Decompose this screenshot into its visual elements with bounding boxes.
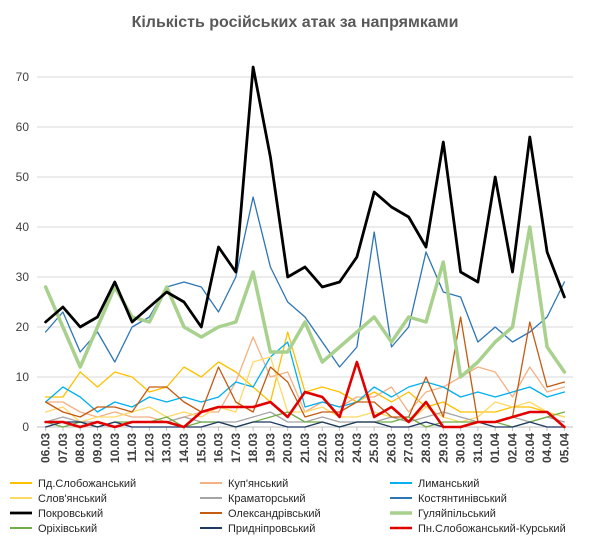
y-tick-label: 70 <box>16 70 30 84</box>
legend-label: Пн.Слобожанський-Курський <box>418 523 566 535</box>
x-tick-label: 21.03 <box>298 433 312 463</box>
x-tick-label: 10.03 <box>108 433 122 463</box>
x-tick-label: 26.03 <box>384 433 398 463</box>
y-tick-label: 60 <box>16 120 30 134</box>
series-line <box>44 360 566 429</box>
chart-title: Кількість російських атак за напрямками <box>132 14 459 31</box>
y-tick-label: 30 <box>16 270 30 284</box>
x-tick-label: 22.03 <box>315 433 329 463</box>
x-tick-label: 07.03 <box>56 433 70 463</box>
legend-label: Оріхівський <box>38 523 97 535</box>
x-tick-label: 03.04 <box>523 433 537 463</box>
legend-label: Покровський <box>38 508 103 520</box>
x-tick-label: 27.03 <box>402 433 416 463</box>
legend-label: Краматорський <box>228 493 306 505</box>
legend-label: Костянтинівський <box>418 493 507 505</box>
x-tick-label: 17.03 <box>229 433 243 463</box>
x-tick-label: 04.04 <box>540 433 554 463</box>
series-line <box>44 341 566 413</box>
x-tick-label: 14.03 <box>177 433 191 463</box>
x-tick-label: 25.03 <box>367 433 381 463</box>
x-tick-label: 30.03 <box>454 433 468 463</box>
legend-label: Гуляйпільський <box>418 508 496 520</box>
x-tick-labels: 06.03 07.03 08.03 09.03 10.03 11.03 12.03 13.03… <box>39 433 572 463</box>
series-lines <box>43 65 567 429</box>
legend-label: Придніпровський <box>228 523 315 535</box>
x-tick-label: 28.03 <box>419 433 433 463</box>
y-tick-labels: 0 10 20 30 40 50 60 70 <box>16 70 30 434</box>
x-tick-label: 24.03 <box>350 433 364 463</box>
x-tick-label: 13.03 <box>160 433 174 463</box>
legend-label: Слов'янський <box>38 493 107 505</box>
series-line <box>43 225 567 379</box>
x-tick-label: 18.03 <box>246 433 260 463</box>
x-tick-label: 16.03 <box>212 433 226 463</box>
series-line <box>44 196 566 368</box>
x-tick-label: 20.03 <box>281 433 295 463</box>
legend-label: Пд.Слобожанський <box>38 478 136 490</box>
x-tick-label: 31.03 <box>471 433 485 463</box>
x-tick-label: 06.03 <box>39 433 53 463</box>
x-tick-label: 11.03 <box>125 433 139 463</box>
y-tick-label: 10 <box>16 370 30 384</box>
x-tick-label: 23.03 <box>333 433 347 463</box>
y-tick-label: 50 <box>16 170 30 184</box>
x-tick-label: 08.03 <box>73 433 87 463</box>
gridlines <box>37 76 573 378</box>
x-tick-label: 05.04 <box>557 433 571 463</box>
y-tick-label: 20 <box>16 320 30 334</box>
y-tick-label: 40 <box>16 220 30 234</box>
y-tick-label: 0 <box>22 420 29 434</box>
legend-label: Куп'янський <box>228 478 288 490</box>
series-line <box>44 65 566 329</box>
x-tick-label: 12.03 <box>142 433 156 463</box>
x-tick-label: 02.04 <box>505 433 519 463</box>
x-tick-label: 19.03 <box>263 433 277 463</box>
x-tick-label: 15.03 <box>194 433 208 463</box>
legend-label: Лиманський <box>418 478 479 490</box>
x-tick-label: 01.04 <box>488 433 502 463</box>
legend: Пд.Слобожанський Куп'янський Лиманський Сло… <box>10 478 566 535</box>
x-tick-label: 29.03 <box>436 433 450 463</box>
x-tick-label: 09.03 <box>91 433 105 463</box>
legend-label: Олександрівський <box>228 508 321 520</box>
